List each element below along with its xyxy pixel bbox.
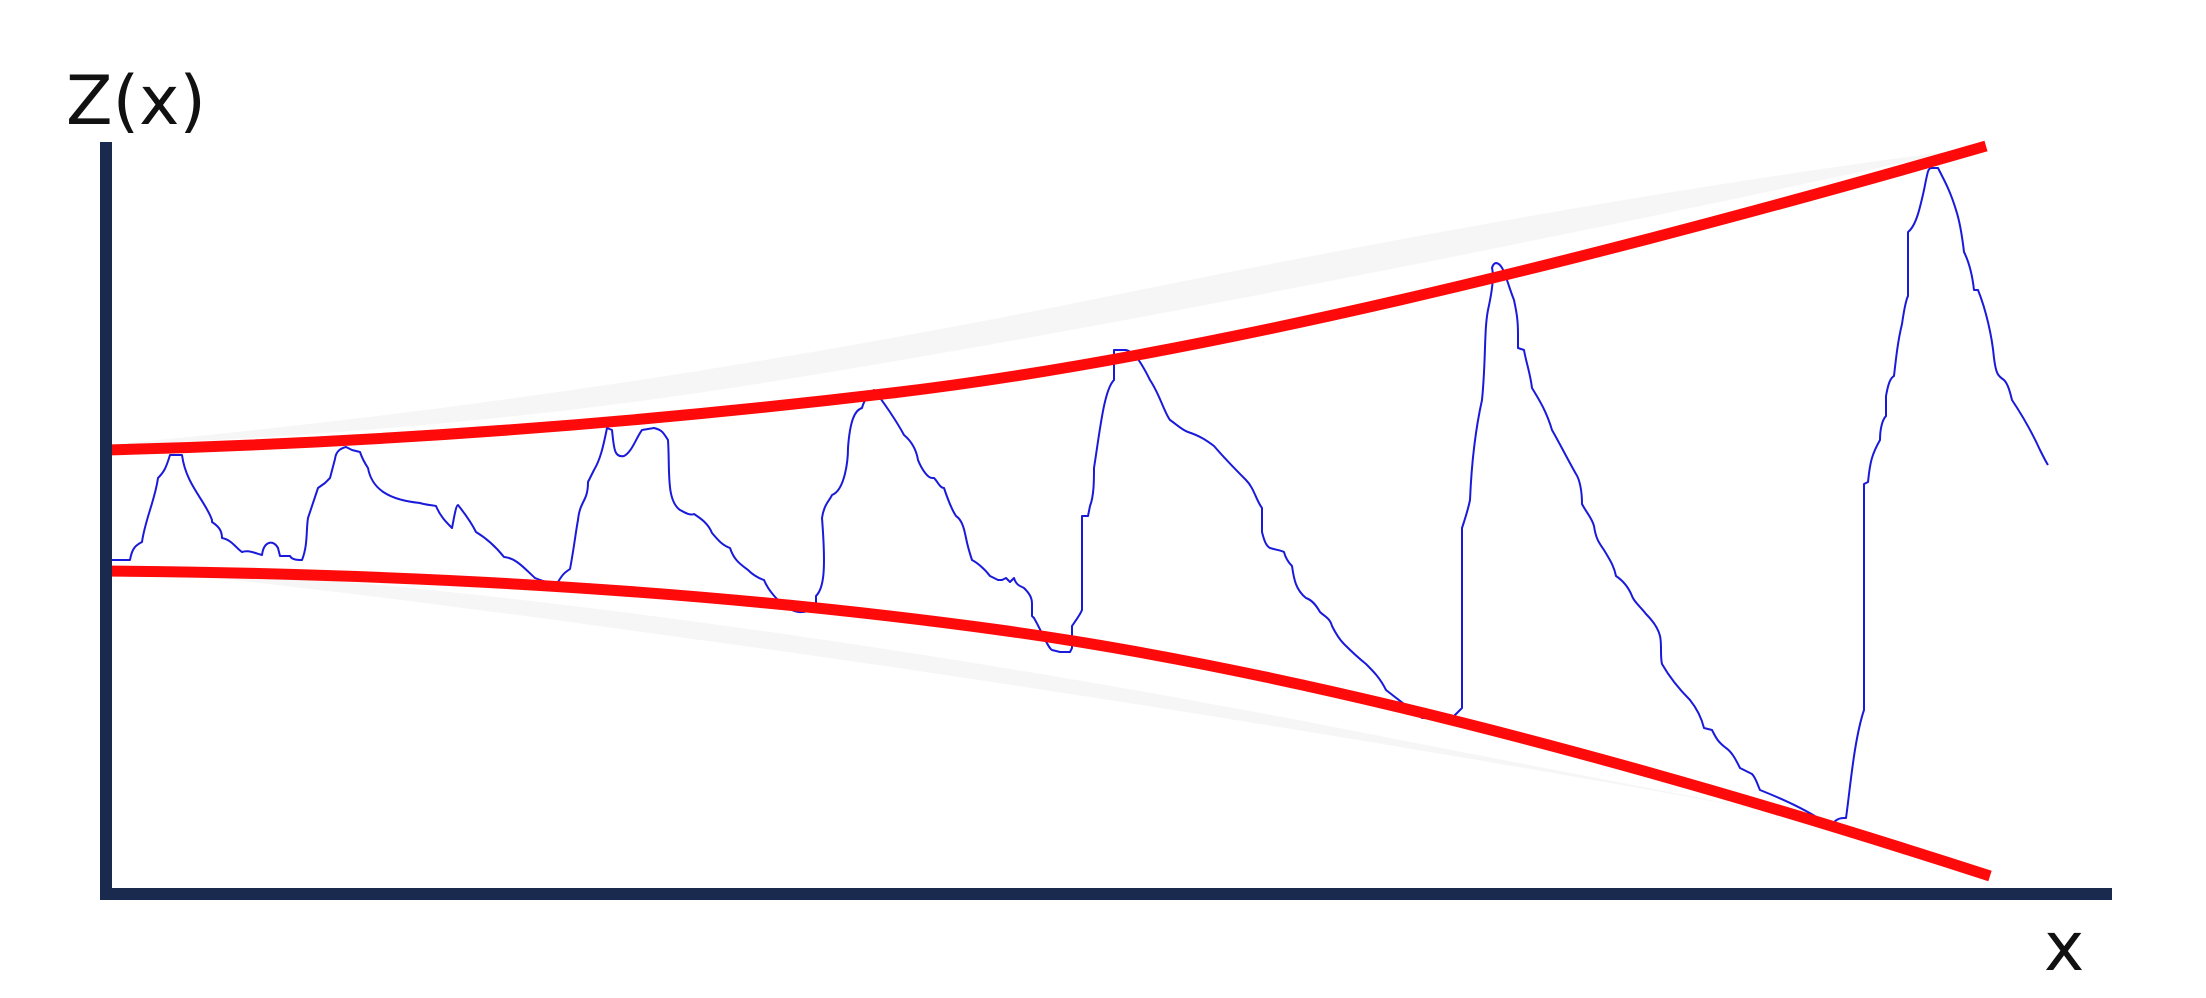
upper-envelope-curve	[104, 140, 1988, 456]
upper-shaded-band	[105, 150, 1960, 445]
lower-envelope-curve	[104, 565, 1992, 882]
lower-shaded-band	[105, 567, 1840, 825]
x-axis-label: x	[2044, 908, 2084, 987]
signal-trace	[112, 167, 2049, 827]
y-axis-label: Z(x)	[66, 62, 206, 141]
y-axis	[100, 142, 112, 900]
x-axis	[100, 888, 2112, 900]
